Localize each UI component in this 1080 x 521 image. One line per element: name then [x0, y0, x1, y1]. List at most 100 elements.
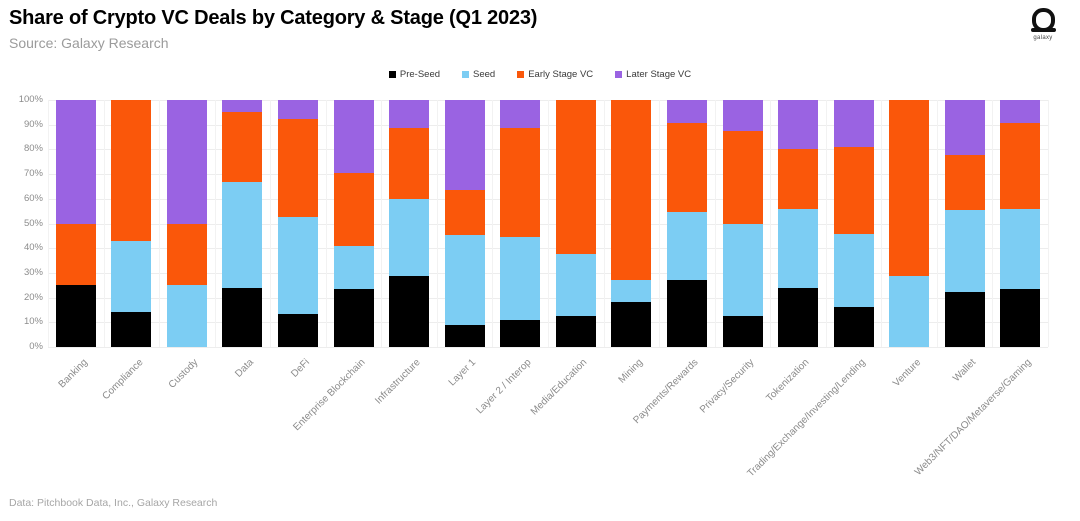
bar-segment-pre_seed [944, 292, 985, 347]
bar-segment-seed [889, 276, 930, 347]
legend-label: Seed [473, 69, 496, 80]
stacked-bar [555, 100, 596, 347]
bar-column [381, 100, 437, 347]
bar-column [493, 100, 549, 347]
x-tick-label-text: Tokenization [764, 357, 812, 405]
gridline [825, 100, 827, 347]
gridline [436, 100, 438, 347]
bar-segment-pre_seed [111, 311, 152, 347]
gridline [603, 100, 605, 347]
bar-segment-pre_seed [333, 288, 374, 347]
stacked-bar [889, 100, 930, 347]
bar-segment-pre_seed [555, 316, 596, 347]
y-tick-label: 100% [18, 94, 43, 105]
legend-item: Pre-Seed [388, 69, 441, 80]
gridline [325, 100, 327, 347]
bar-segment-pre_seed [722, 316, 763, 347]
bar-segment-seed [333, 245, 374, 289]
galaxy-logo-text: galaxy [1033, 35, 1053, 41]
x-tick-label-text: DeFi [289, 357, 312, 380]
bar-segment-seed [278, 216, 319, 315]
x-tick-label-text: Infrastructure [373, 357, 423, 407]
y-tick-label: 20% [23, 291, 43, 303]
y-tick-label: 40% [23, 242, 43, 254]
x-tick-label-text: Banking [56, 357, 90, 391]
gridline [770, 100, 772, 347]
bar-segment-seed [833, 233, 874, 307]
x-tick-label-text: Custody [166, 357, 201, 391]
bar-segment-later_stage [500, 100, 541, 128]
stacked-bar [333, 100, 374, 347]
bar-segment-later_stage [944, 100, 985, 156]
bar-segment-pre_seed [778, 287, 819, 347]
gridline [381, 100, 383, 347]
y-tick-label: 0% [29, 341, 43, 352]
gridline [714, 100, 716, 347]
bar-segment-later_stage [278, 100, 319, 120]
bar-segment-early_stage [833, 146, 874, 234]
galaxy-logo-icon [1030, 8, 1056, 32]
bar-segment-early_stage [278, 119, 319, 217]
y-tick-label: 10% [23, 316, 43, 328]
bar-segment-pre_seed [666, 279, 707, 347]
legend-item: Seed [462, 69, 495, 80]
stacked-bar [778, 100, 819, 347]
stacked-bar [722, 100, 763, 347]
stacked-bar [278, 100, 319, 347]
x-tick-label-text: Layer 1 [447, 357, 479, 389]
bar-segment-early_stage [389, 128, 430, 199]
bar-segment-later_stage [778, 100, 819, 150]
stacked-bar [666, 100, 707, 347]
bar-segment-pre_seed [55, 285, 96, 347]
legend-label: Pre-Seed [399, 69, 441, 80]
gridline [270, 100, 272, 347]
x-tick-label-text: Layer 2 / Interop [474, 357, 534, 417]
bar-column [604, 100, 660, 347]
legend-swatch-early_stage [517, 71, 525, 78]
bar-column [937, 100, 993, 347]
x-tick-label-text: Trading/Exchange/Investing/Lending [745, 357, 868, 480]
gridline [214, 100, 216, 347]
x-tick-label-text: Compliance [99, 357, 146, 403]
bar-segment-later_stage [722, 100, 763, 131]
bar-segment-early_stage [333, 172, 374, 246]
bar-segment-early_stage [555, 100, 596, 255]
bar-segment-later_stage [166, 100, 207, 224]
gridline [48, 100, 49, 347]
stacked-bar [1000, 100, 1041, 347]
bar-column [326, 100, 382, 347]
bar-column [104, 100, 160, 347]
bar-segment-early_stage [500, 127, 541, 238]
bar-segment-seed [444, 234, 485, 325]
x-tick-label-text: Data [233, 357, 257, 380]
bar-segment-early_stage [111, 100, 152, 242]
bar-segment-seed [778, 208, 819, 288]
bar-column [715, 100, 771, 347]
bar-segment-early_stage [778, 149, 819, 209]
bar-segment-pre_seed [833, 307, 874, 347]
bar-segment-early_stage [444, 189, 485, 235]
x-axis-labels: Banking Compliance Custody Data DeFi Enterpri… [48, 351, 1048, 493]
stacked-bar [166, 100, 207, 347]
x-tick-label-text: Privacy/Security [697, 357, 757, 416]
x-tick-label-text: Media/Education [529, 357, 590, 418]
bar-column [48, 100, 104, 347]
x-tick-label-text: Web3/NFT/DAO/Metaverse/Gaming [913, 357, 1034, 478]
gridline [159, 100, 161, 347]
bar-segment-later_stage [444, 100, 485, 190]
stacked-bar [444, 100, 485, 347]
bar-segment-seed [500, 237, 541, 320]
bar-column [826, 100, 882, 347]
bar-column [548, 100, 604, 347]
bar-columns [48, 100, 1048, 347]
stacked-bar [111, 100, 152, 347]
stacked-bar [222, 100, 263, 347]
bar-segment-pre_seed [500, 319, 541, 347]
legend-swatch-pre_seed [388, 71, 396, 78]
galaxy-logo: galaxy [1021, 8, 1065, 41]
bar-segment-pre_seed [222, 288, 263, 347]
gridline [881, 100, 883, 347]
bar-segment-early_stage [611, 100, 652, 280]
bar-segment-seed [555, 254, 596, 317]
bar-column [993, 100, 1049, 347]
